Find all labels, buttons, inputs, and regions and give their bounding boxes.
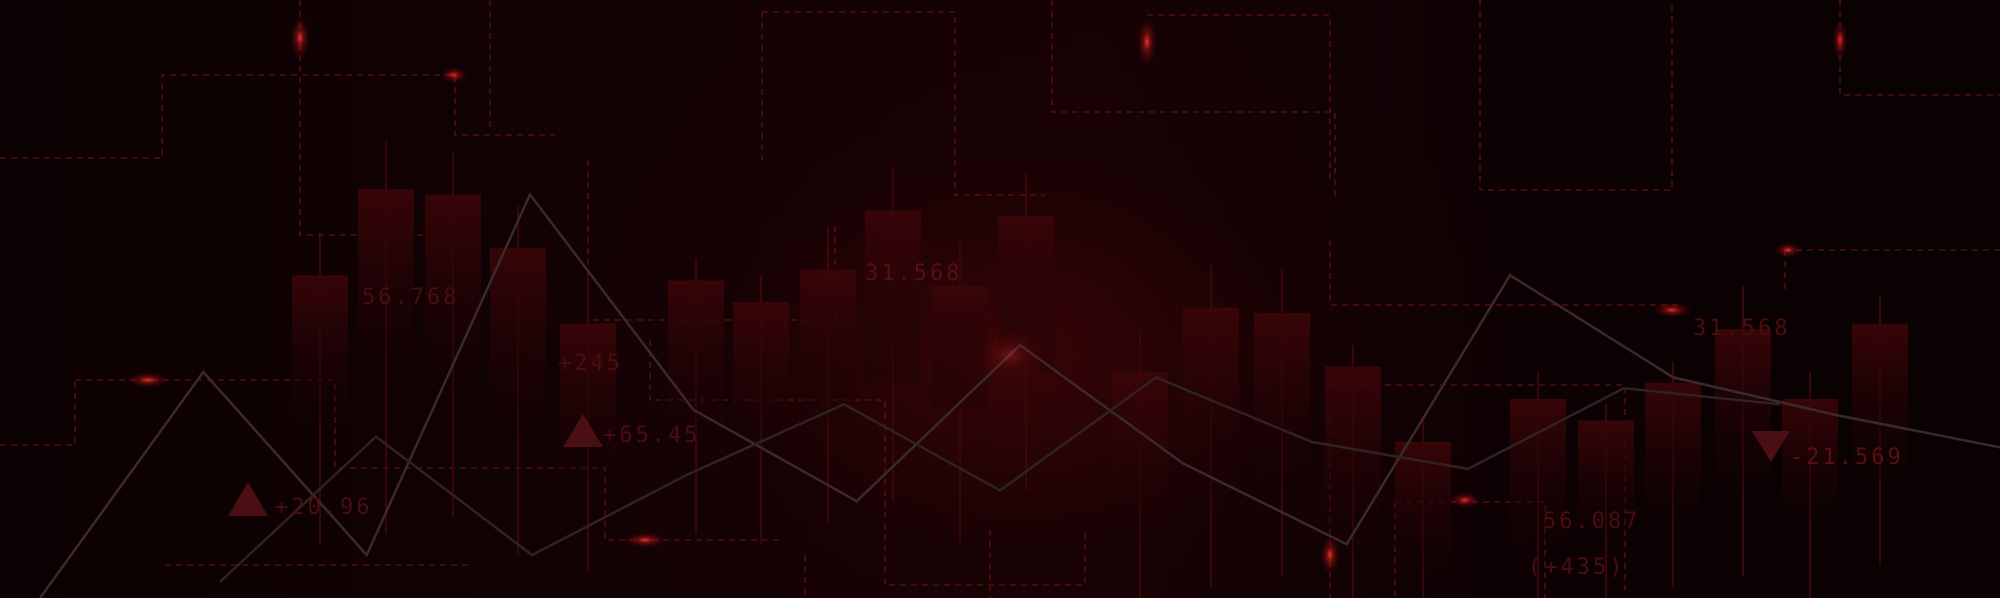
- circuit-line: [299, 0, 480, 236]
- candle-body: [1112, 372, 1168, 545]
- candle-body: [1645, 382, 1701, 518]
- circuit-line: [649, 340, 1086, 586]
- candle-body: [1254, 312, 1310, 491]
- candle-body: [292, 275, 348, 421]
- circuit-line: [1479, 0, 1673, 191]
- candle-body: [1782, 398, 1838, 518]
- readout-plus-20-96: +20.96: [275, 495, 372, 520]
- circuit-line: [1329, 240, 1680, 306]
- circuit-line: [762, 11, 1045, 196]
- candles: [292, 140, 1908, 598]
- candle-body: [668, 280, 724, 437]
- glow-point: [1832, 20, 1848, 60]
- circuit-line: [1051, 0, 1336, 200]
- readout-31-568-right: 31.568: [1693, 316, 1790, 341]
- candle-body: [1578, 420, 1634, 534]
- candle-body: [358, 189, 414, 383]
- trend-line: [219, 375, 1781, 583]
- candle-body: [800, 269, 856, 426]
- glow-point: [970, 325, 1050, 385]
- glow-point: [1652, 302, 1692, 318]
- circuit-line: [1147, 14, 1331, 180]
- triangle-down-icon: [1752, 431, 1790, 462]
- triangle-up-icon: [228, 482, 268, 516]
- glow-point: [290, 16, 310, 60]
- candle-body: [1852, 323, 1908, 480]
- readout-56-768: 56.768: [362, 285, 459, 310]
- glow-point: [1320, 535, 1340, 575]
- circuit-line: [1839, 0, 2000, 96]
- glow-point: [126, 372, 170, 388]
- triangle-up-icon: [563, 414, 603, 447]
- readout-plus-435: (+435): [1528, 555, 1625, 580]
- readout-plus-65-45: +65.45: [603, 423, 700, 448]
- candle-body: [865, 210, 921, 383]
- candle-body: [425, 194, 481, 394]
- glow-point: [623, 532, 667, 548]
- circuit-line: [0, 74, 555, 159]
- candle-body: [1183, 307, 1239, 502]
- candle-body: [490, 248, 546, 437]
- glow-point: [1774, 242, 1802, 258]
- glow-point: [1449, 492, 1481, 508]
- readout-minus-21-569: -21.569: [1790, 445, 1904, 470]
- candle-body: [1325, 366, 1381, 555]
- circuit-line: [0, 380, 76, 446]
- readout-56-087: 56.087: [1543, 509, 1640, 534]
- glow-points: [126, 16, 1848, 575]
- glow-point: [1137, 18, 1157, 66]
- candle-body: [560, 323, 616, 480]
- candle-body: [1715, 329, 1771, 491]
- glow-point: [440, 67, 468, 83]
- readout-plus-245: +245: [558, 351, 623, 376]
- readout-31-568: 31.568: [865, 261, 962, 286]
- candle-body: [733, 302, 789, 448]
